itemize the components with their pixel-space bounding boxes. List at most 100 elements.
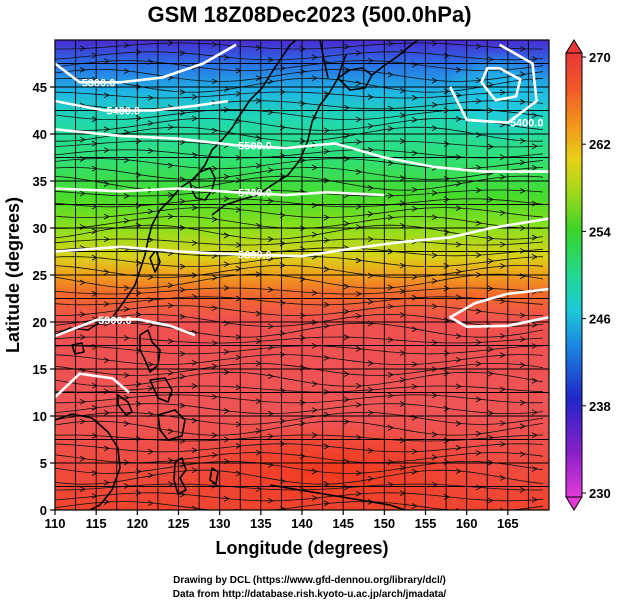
streamline-arrow bbox=[179, 50, 187, 57]
colorbar-tick-label: 246 bbox=[589, 312, 611, 327]
streamline-arrow bbox=[355, 346, 363, 352]
x-tick-label: 160 bbox=[456, 516, 478, 531]
streamline-arrow bbox=[79, 136, 87, 143]
streamline-arrow bbox=[91, 116, 99, 123]
colorbar-tick-label: 230 bbox=[589, 486, 611, 501]
streamline-arrow bbox=[499, 507, 505, 510]
streamline-arrow bbox=[91, 52, 99, 59]
streamline-arrow bbox=[147, 472, 155, 479]
warm-shading bbox=[170, 425, 490, 510]
streamline-arrow bbox=[147, 236, 155, 243]
coast-palawan bbox=[117, 394, 133, 416]
streamline-arrow bbox=[355, 490, 363, 497]
streamline-arrow bbox=[367, 298, 375, 305]
streamline-arrow bbox=[387, 160, 395, 166]
contour-label: 5700.0 bbox=[238, 187, 272, 199]
streamline-arrow bbox=[411, 326, 419, 333]
streamline-arrow bbox=[455, 241, 463, 248]
streamline-arrow bbox=[411, 383, 419, 390]
streamline-arrow bbox=[431, 303, 439, 310]
streamline-arrow bbox=[455, 180, 463, 187]
streamline-arrow bbox=[311, 290, 319, 296]
streamline-arrow bbox=[147, 274, 155, 281]
streamline-arrow bbox=[123, 42, 131, 49]
x-axis-label: Longitude (degrees) bbox=[215, 538, 388, 558]
y-tick-label: 20 bbox=[33, 315, 47, 330]
streamline-arrow bbox=[267, 286, 275, 293]
streamline-arrow bbox=[123, 483, 131, 489]
streamline-arrow bbox=[475, 252, 483, 258]
streamline-arrow bbox=[323, 389, 331, 395]
page-title: GSM 18Z08Dec2023 (500.0hPa) bbox=[147, 2, 472, 27]
streamline-arrow bbox=[91, 290, 99, 297]
streamline-arrow bbox=[323, 322, 331, 329]
streamline-arrow bbox=[79, 418, 87, 425]
x-axis-ticks: 110 115 120 125 130 135 140 145 150 155 160 165 bbox=[45, 510, 519, 531]
streamline-arrow bbox=[531, 432, 539, 439]
coast-japan bbox=[211, 54, 347, 216]
x-tick-label: 150 bbox=[373, 516, 395, 531]
streamline-arrow bbox=[79, 398, 87, 405]
y-tick-label: 35 bbox=[33, 174, 47, 189]
streamline-arrow bbox=[179, 286, 187, 293]
streamline-arrow bbox=[211, 305, 219, 312]
streamline-arrow bbox=[147, 120, 155, 127]
streamline-arrow bbox=[167, 213, 175, 220]
streamline-arrow bbox=[323, 148, 331, 155]
streamline-arrow bbox=[531, 200, 539, 207]
streamline-arrow bbox=[387, 192, 395, 199]
streamline-arrow bbox=[123, 157, 131, 164]
streamline-arrow bbox=[355, 50, 363, 56]
streamline-arrow bbox=[531, 112, 539, 119]
streamline-arrow bbox=[179, 110, 187, 116]
streamline-arrow bbox=[267, 236, 275, 243]
y-tick-label: 15 bbox=[33, 362, 47, 377]
streamline-arrow bbox=[499, 420, 507, 427]
streamline-arrow bbox=[343, 66, 351, 73]
streamline-arrow bbox=[355, 257, 363, 264]
streamline-arrow bbox=[179, 402, 187, 409]
streamline-arrow bbox=[103, 92, 111, 99]
streamline-arrow bbox=[147, 500, 155, 507]
streamline-arrow bbox=[123, 372, 131, 379]
streamline-arrow bbox=[475, 308, 483, 315]
streamline-arrow bbox=[223, 495, 231, 502]
streamline-arrow bbox=[235, 470, 243, 477]
streamline-arrow bbox=[487, 346, 495, 353]
streamline-arrow bbox=[167, 481, 175, 487]
streamline-arrow bbox=[179, 313, 187, 320]
colorbar-ticks: 230 238 246 254 262 270 bbox=[582, 50, 611, 501]
streamline-arrow bbox=[103, 388, 111, 395]
streamline-arrow bbox=[499, 241, 507, 248]
streamline-arrow bbox=[487, 410, 495, 417]
streamline-arrow bbox=[267, 198, 275, 204]
coast-sakhalin bbox=[319, 40, 329, 79]
y-tick-label: 45 bbox=[33, 80, 47, 95]
streamline-arrow bbox=[179, 139, 187, 145]
streamline-arrow bbox=[79, 455, 87, 462]
contour-line bbox=[448, 287, 549, 328]
streamline-arrow bbox=[387, 371, 395, 378]
streamline-arrow bbox=[323, 214, 331, 221]
streamline-arrow bbox=[343, 104, 351, 111]
streamline-arrow bbox=[167, 282, 175, 289]
contour-line bbox=[480, 66, 522, 102]
streamline-arrow bbox=[79, 190, 87, 197]
y-tick-label: 5 bbox=[40, 456, 47, 471]
streamline-arrow bbox=[103, 236, 111, 243]
y-axis-ticks: 0 5 10 15 20 25 30 35 40 45 bbox=[33, 80, 55, 518]
streamline-arrow bbox=[487, 258, 495, 265]
streamline-arrow bbox=[211, 165, 219, 172]
streamline-arrow bbox=[431, 454, 439, 461]
streamline-arrow bbox=[343, 308, 351, 315]
streamline-arrow bbox=[475, 187, 483, 194]
streamline-arrow bbox=[355, 401, 363, 408]
streamline-arrow bbox=[411, 205, 419, 212]
streamline-arrow bbox=[191, 467, 199, 474]
streamline-arrow bbox=[79, 311, 87, 318]
streamline-arrow bbox=[323, 301, 331, 308]
streamline-arrow bbox=[91, 432, 99, 439]
streamline-arrow bbox=[191, 383, 199, 389]
streamline-arrow bbox=[323, 237, 331, 244]
streamline-arrow bbox=[103, 181, 111, 187]
